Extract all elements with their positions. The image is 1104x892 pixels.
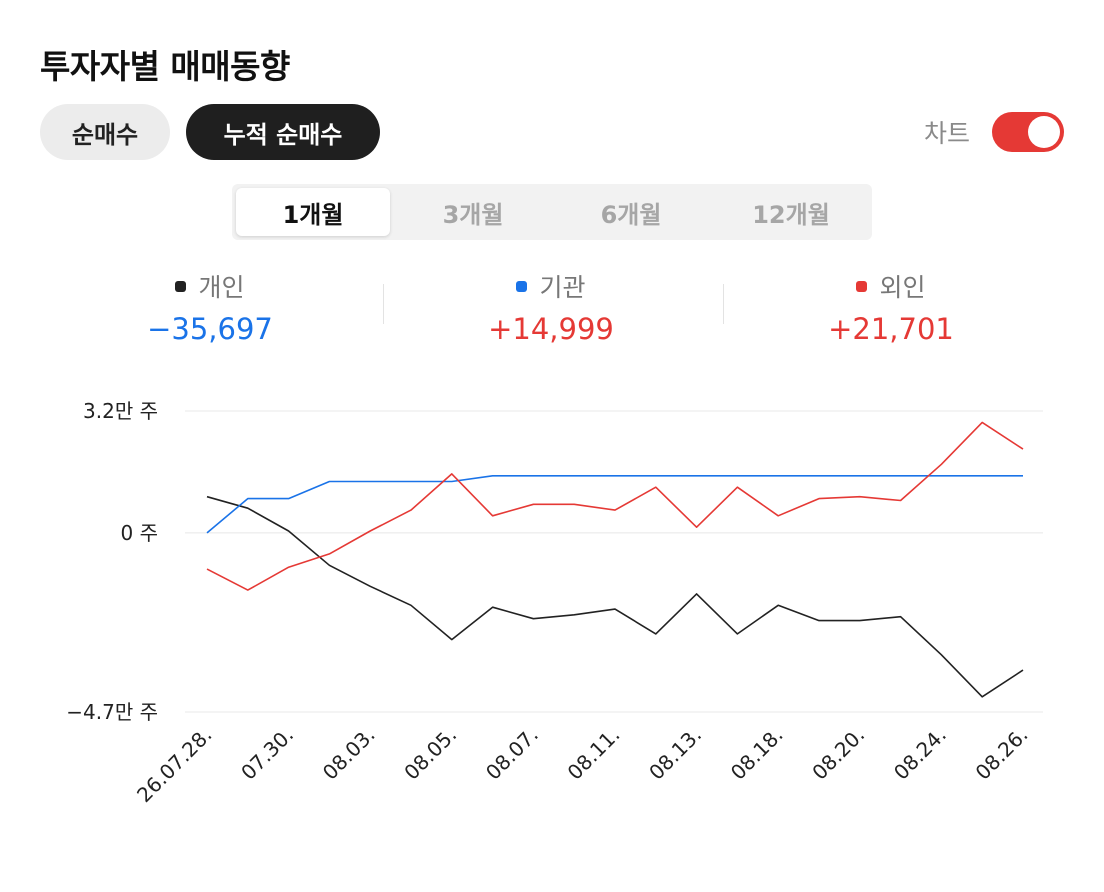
individual-value: −35,697 (147, 312, 273, 346)
x-tick-label: 26.07.28. (132, 723, 216, 807)
cumulative-net-buy-chart: 3.2만 주 0 주 −4.7만 주26.07.28. 07.30. 08.03. 08.… (66, 399, 1043, 807)
y-tick-label: −4.7만 주 (66, 700, 158, 724)
stat-individual: 개인 −35,697 (100, 268, 320, 346)
x-tick-label: 08.03. (318, 723, 380, 785)
x-tick-label: 08.07. (481, 723, 543, 785)
chart-toggle-label: 차트 (924, 119, 971, 148)
net-buy-button[interactable]: 순매수 (40, 104, 170, 160)
stat-foreigner: 외인 +21,701 (781, 268, 1001, 346)
tab-1-month[interactable]: 1개월 (236, 188, 390, 236)
tab-12-months[interactable]: 12개월 (752, 200, 830, 229)
foreigner-label: 외인 (879, 273, 926, 302)
x-tick-label: 08.05. (399, 723, 461, 785)
tab-3-months[interactable]: 3개월 (442, 200, 504, 229)
toggle-knob (1028, 116, 1060, 148)
tab-6-months[interactable]: 6개월 (600, 200, 662, 229)
divider (723, 284, 724, 324)
institution-value: +14,999 (488, 312, 614, 346)
x-tick-label: 08.18. (726, 723, 788, 785)
page-title: 투자자별 매매동향 (40, 47, 290, 86)
institution-label: 기관 (539, 273, 586, 302)
series-line-개인 (206, 495, 1024, 698)
individual-legend-dot (175, 280, 187, 292)
y-tick-label: 3.2만 주 (83, 399, 158, 423)
x-tick-label: 08.13. (644, 723, 706, 785)
series-line-외인 (206, 421, 1024, 591)
cumulative-net-buy-button[interactable]: 누적 순매수 (186, 104, 380, 160)
series-line-기관 (206, 475, 1023, 534)
period-selector: 1개월 3개월 6개월 12개월 (232, 184, 872, 240)
foreigner-value: +21,701 (828, 312, 954, 346)
x-tick-label: 08.11. (563, 723, 625, 785)
x-tick-label: 08.24. (889, 723, 951, 785)
foreigner-legend-dot (856, 280, 868, 292)
institution-legend-dot (516, 280, 528, 292)
y-tick-label: 0 주 (121, 521, 158, 545)
x-tick-label: 07.30. (236, 723, 298, 785)
individual-label: 개인 (198, 273, 245, 302)
stat-institution: 기관 +14,999 (441, 268, 661, 346)
divider (383, 284, 384, 324)
x-tick-label: 08.20. (807, 723, 869, 785)
chart-toggle[interactable] (992, 112, 1064, 152)
x-tick-label: 08.26. (971, 723, 1033, 785)
